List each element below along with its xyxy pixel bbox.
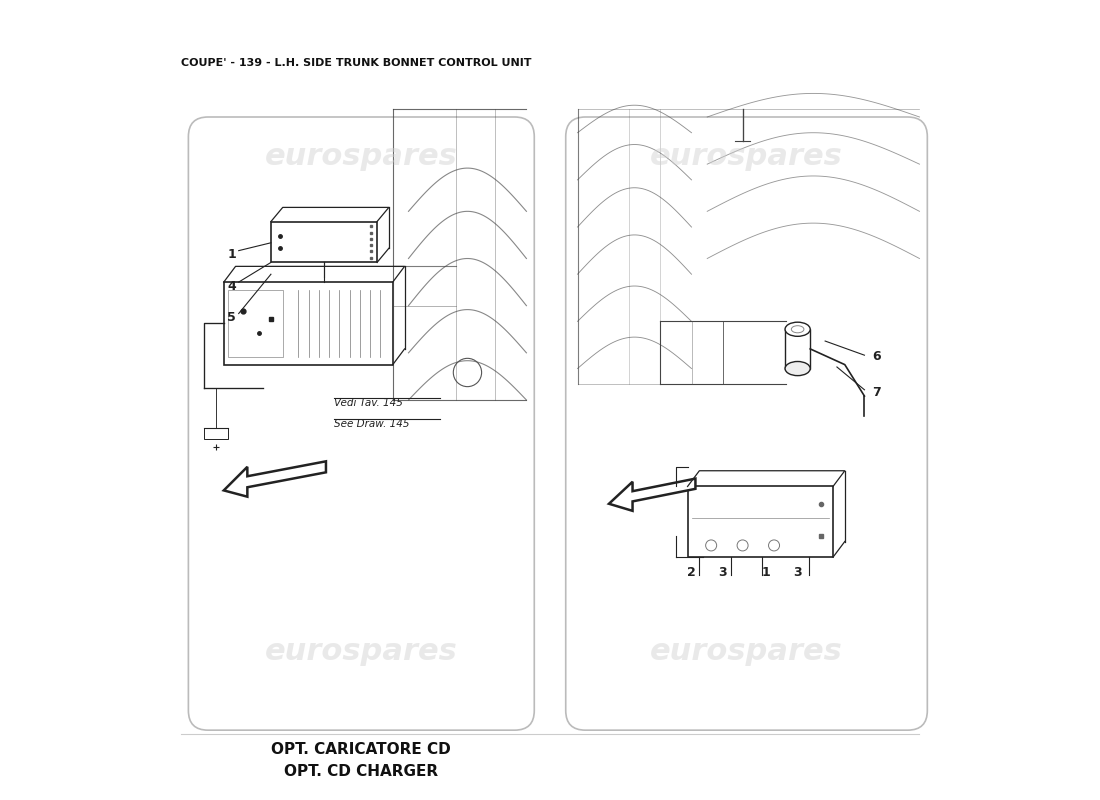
Bar xyxy=(223,282,393,365)
Text: eurospares: eurospares xyxy=(265,142,458,171)
Text: OPT. CARICATORE CD: OPT. CARICATORE CD xyxy=(272,742,451,757)
Text: eurospares: eurospares xyxy=(650,142,843,171)
Text: 2: 2 xyxy=(688,566,696,579)
Polygon shape xyxy=(609,478,695,511)
Polygon shape xyxy=(223,462,326,497)
Ellipse shape xyxy=(785,322,811,336)
Text: 6: 6 xyxy=(872,350,880,363)
Text: eurospares: eurospares xyxy=(265,637,458,666)
Text: 1: 1 xyxy=(228,248,236,261)
Ellipse shape xyxy=(785,362,811,376)
Text: eurospares: eurospares xyxy=(650,637,843,666)
Bar xyxy=(271,222,377,262)
Text: COUPE' - 139 - L.H. SIDE TRUNK BONNET CONTROL UNIT: COUPE' - 139 - L.H. SIDE TRUNK BONNET CO… xyxy=(180,58,531,68)
Bar xyxy=(688,486,833,558)
Text: 3: 3 xyxy=(718,566,727,579)
Bar xyxy=(228,290,283,357)
Text: 7: 7 xyxy=(872,386,881,398)
Bar xyxy=(785,330,811,369)
Text: OPT. CD CHARGER: OPT. CD CHARGER xyxy=(284,763,439,778)
Text: 5: 5 xyxy=(228,311,236,324)
Text: See Draw. 145: See Draw. 145 xyxy=(333,419,409,429)
Text: 1: 1 xyxy=(762,566,771,579)
Text: Vedi Tav. 145: Vedi Tav. 145 xyxy=(333,398,403,409)
Text: 4: 4 xyxy=(228,279,236,293)
Bar xyxy=(205,427,228,439)
Text: 3: 3 xyxy=(793,566,802,579)
